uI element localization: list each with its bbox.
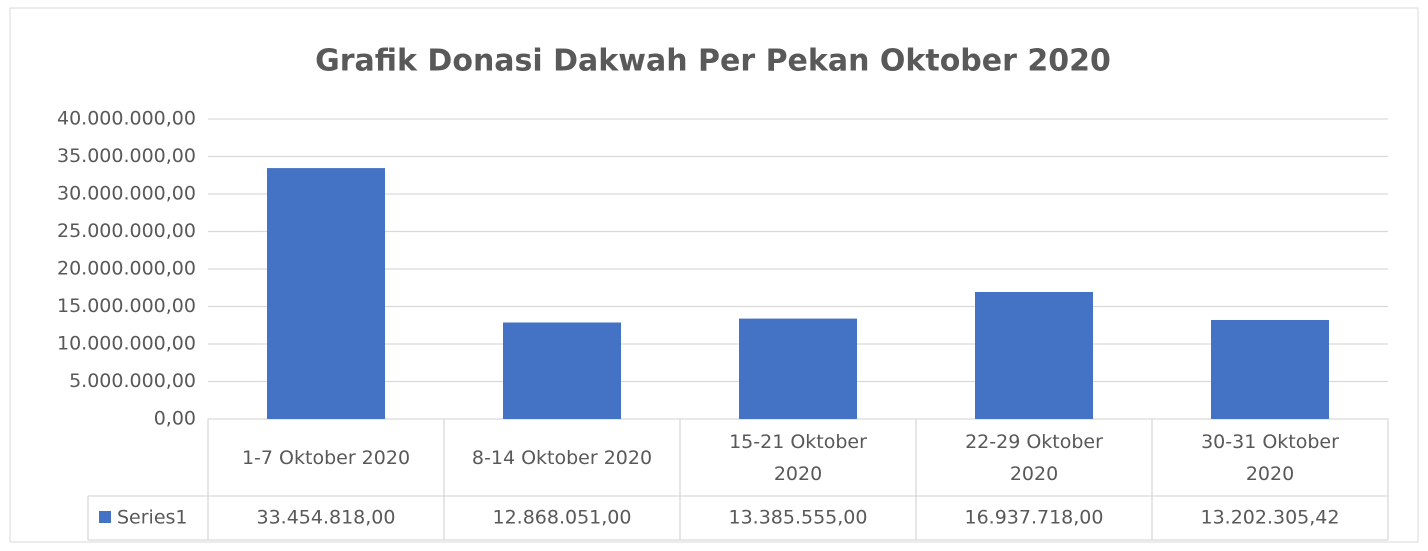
- bar: [975, 291, 1093, 419]
- legend-key: [99, 511, 111, 523]
- x-tick-label: 1-7 Oktober 2020: [241, 446, 411, 469]
- chart-title: Grafik Donasi Dakwah Per Pekan Oktober 2…: [315, 44, 1111, 79]
- x-tick-cell: 15-21 Oktober 2020: [729, 430, 867, 485]
- bar: [739, 318, 857, 419]
- y-tick-label: 15.000.000,00: [57, 295, 196, 317]
- x-tick-label: 15-21 Oktober 2020: [729, 430, 867, 485]
- data-table-value: 33.454.818,00: [256, 507, 395, 529]
- y-tick-label: 20.000.000,00: [57, 258, 196, 280]
- x-tick-cell: 1-7 Oktober 2020: [241, 446, 411, 469]
- y-tick-label: 10.000.000,00: [57, 333, 196, 355]
- y-tick-label: 30.000.000,00: [57, 183, 196, 205]
- data-table-value: 13.385.555,00: [728, 507, 867, 529]
- x-tick-cell: 8-14 Oktober 2020: [471, 446, 653, 469]
- x-tick-label: 22-29 Oktober 2020: [965, 430, 1103, 485]
- y-tick-label: 0,00: [154, 408, 196, 430]
- y-tick-label: 35.000.000,00: [57, 145, 196, 167]
- y-tick-label: 40.000.000,00: [57, 108, 196, 130]
- chart-border: [9, 7, 1419, 543]
- data-table-value: 16.937.718,00: [964, 507, 1103, 529]
- bar: [503, 322, 621, 419]
- x-tick-cell: 30-31 Oktober 2020: [1201, 430, 1339, 485]
- x-tick-cell: 22-29 Oktober 2020: [965, 430, 1103, 485]
- data-table-value: 12.868.051,00: [492, 507, 631, 529]
- x-tick-label: 30-31 Oktober 2020: [1201, 430, 1339, 485]
- legend-label: Series1: [117, 507, 188, 529]
- data-table-value: 13.202.305,42: [1200, 507, 1339, 529]
- bar: [267, 168, 385, 419]
- bar: [1211, 319, 1329, 419]
- y-tick-label: 25.000.000,00: [57, 220, 196, 242]
- y-tick-label: 5.000.000,00: [69, 370, 196, 392]
- x-tick-label: 8-14 Oktober 2020: [471, 446, 653, 469]
